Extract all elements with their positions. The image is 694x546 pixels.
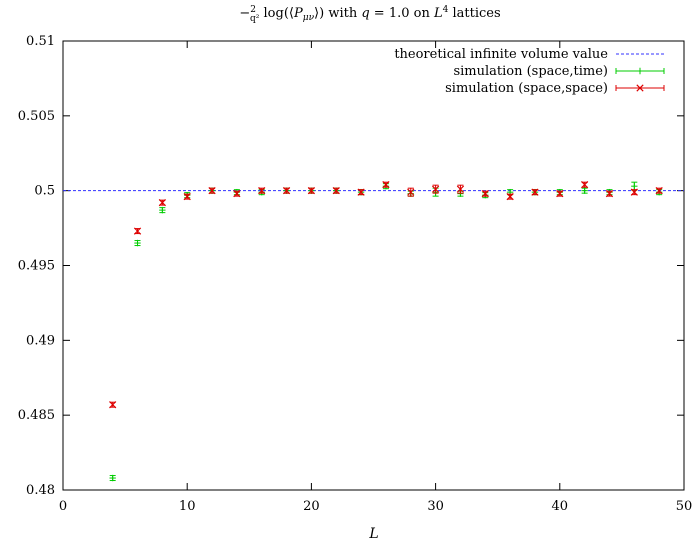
legend-marker: [636, 84, 644, 92]
data-point: [581, 181, 589, 189]
data-point: [233, 190, 241, 198]
x-tick-label: 30: [427, 499, 444, 514]
legend-label: theoretical infinite volume value: [394, 47, 608, 62]
y-tick-label: 0.48: [26, 483, 55, 498]
y-axis: 0.48 0.485 0.49 0.495 0.5 0.505 0.51: [18, 34, 684, 498]
x-tick-label: 0: [59, 499, 67, 514]
chart-title: −2 q² log(⟨Pμν⟩) with q = 1.0 on L4 latti…: [239, 5, 500, 24]
data-point: [655, 187, 663, 195]
x-tick-label: 20: [303, 499, 320, 514]
data-point: [556, 190, 564, 198]
y-tick-label: 0.495: [18, 259, 55, 274]
series-layer: [109, 181, 663, 482]
y-tick-label: 0.485: [18, 408, 55, 423]
data-point: [183, 193, 191, 201]
data-point: [407, 188, 415, 196]
data-point: [531, 188, 539, 196]
data-point: [382, 181, 390, 189]
data-point: [456, 185, 465, 193]
y-tick-label: 0.505: [18, 109, 55, 124]
data-point: [630, 188, 638, 196]
legend-label: simulation (space,time): [453, 64, 608, 79]
x-axis-label: L: [368, 526, 378, 542]
data-point: [158, 199, 166, 207]
data-point: [357, 188, 365, 196]
data-point: [109, 401, 117, 409]
x-tick-label: 40: [552, 499, 569, 514]
plot-border: [62, 40, 685, 491]
data-point: [431, 185, 440, 193]
x-axis: 0 10 20 30 40 50: [59, 41, 692, 514]
data-point: [307, 187, 316, 195]
data-point: [133, 227, 142, 235]
data-point: [258, 187, 266, 195]
data-point: [605, 190, 614, 198]
x-tick-label: 50: [676, 499, 693, 514]
y-tick-label: 0.51: [26, 34, 55, 49]
data-point: [481, 190, 489, 198]
data-point: [282, 187, 291, 195]
series-space-space: [109, 181, 663, 409]
series-space-time: [109, 181, 663, 482]
data-point: [332, 187, 340, 195]
x-tick-label: 10: [179, 499, 196, 514]
data-point: [506, 193, 514, 201]
legend: theoretical infinite volume value simulat…: [394, 47, 665, 96]
y-tick-label: 0.49: [26, 333, 55, 348]
legend-label: simulation (space,space): [445, 81, 608, 96]
data-point: [208, 187, 216, 195]
y-tick-label: 0.5: [34, 184, 55, 199]
plot-frame: [62, 40, 685, 491]
